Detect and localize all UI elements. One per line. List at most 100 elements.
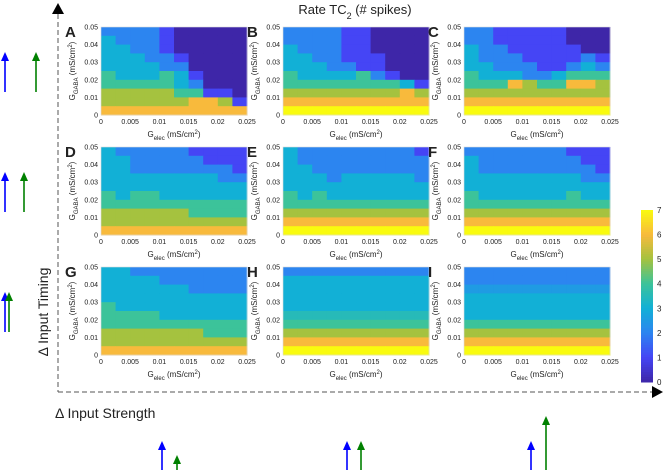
heatmap-cell — [507, 226, 523, 236]
heatmap-cell — [283, 319, 299, 330]
panel-F: F 0 0.01 0.02 0.03 0.04 0.05 0 0.005 0.01 0.015 0.0… — [428, 144, 619, 262]
heatmap-cell — [580, 284, 596, 294]
heatmap-cell — [115, 311, 131, 321]
label-part: ) — [68, 161, 77, 164]
heatmap-cell — [522, 346, 538, 356]
heatmap-cell — [159, 79, 175, 90]
y-tick-label: 0 — [276, 353, 280, 360]
heatmap-cell — [217, 79, 233, 90]
input-arrow-green-row1 — [32, 52, 40, 92]
panel-letter: A — [65, 24, 76, 41]
colorbar-segment — [641, 357, 653, 361]
heatmap-cell — [232, 328, 248, 338]
heatmap-cell — [537, 88, 553, 98]
heatmap-cell — [537, 27, 553, 37]
heatmap-cell — [217, 208, 233, 218]
heatmap-cell — [414, 173, 430, 183]
colorbar-segment — [641, 283, 653, 287]
heatmap-cell — [580, 302, 596, 312]
heatmap-cell — [283, 79, 299, 90]
heatmap-cell — [507, 155, 523, 166]
heatmap-cell — [341, 27, 357, 37]
heatmap-cell — [159, 226, 175, 236]
heatmap-cell — [312, 226, 328, 236]
colorbar-tick-label: 4 — [657, 280, 662, 289]
heatmap-cell — [356, 302, 372, 312]
colorbar-segment — [641, 237, 653, 240]
heatmap-cell — [312, 217, 328, 227]
heatmap-cell — [566, 97, 582, 107]
heatmap-cell — [217, 346, 233, 356]
heatmap-cell — [370, 97, 386, 107]
heatmap-cell — [203, 226, 219, 236]
heatmap-cell — [385, 155, 401, 166]
heatmap-cell — [159, 293, 175, 303]
colorbar-segment — [641, 330, 653, 334]
arrow-head — [5, 292, 13, 301]
heatmap-cell — [370, 173, 386, 183]
heatmap-cell — [297, 346, 313, 356]
heatmap-cell — [399, 226, 415, 236]
colorbar-tick-label: 1 — [657, 353, 662, 362]
label-sub: elec — [336, 376, 347, 382]
heatmap-cell — [326, 346, 342, 356]
heatmap-cell — [188, 337, 204, 347]
heatmap-cell — [580, 337, 596, 347]
heatmap-cell — [507, 319, 523, 330]
heatmap-cell — [101, 147, 117, 157]
heatmap-cell — [326, 53, 342, 63]
y-tick-label: 0.02 — [84, 317, 98, 324]
heatmap-cell — [341, 53, 357, 63]
heatmap-cell — [493, 79, 509, 90]
heatmap-cell — [188, 106, 204, 116]
heatmap-cell — [414, 147, 430, 157]
panel-B: B 0 0.01 0.02 0.03 0.04 0.05 0 0.005 0.01 0.015 0.0… — [247, 24, 438, 142]
heatmap-cell — [356, 88, 372, 98]
colorbar-segment — [641, 268, 653, 272]
heatmap-cell — [580, 217, 596, 227]
heatmap-cell — [217, 337, 233, 347]
colorbar-segment — [641, 246, 653, 250]
heatmap-cell — [464, 226, 480, 236]
heatmap-cell — [385, 346, 401, 356]
label-part: ) — [561, 130, 564, 139]
heatmap-cell — [283, 44, 299, 54]
label-sup: 2 — [431, 44, 437, 48]
heatmap-cell — [385, 217, 401, 227]
heatmap-cell — [297, 106, 313, 116]
input-arrow-green-row3 — [5, 292, 13, 332]
heatmap-cell — [595, 337, 611, 347]
heatmap-cell — [507, 346, 523, 356]
heatmap-cell — [101, 311, 117, 321]
heatmap-cell — [159, 217, 175, 227]
heatmap-cell — [144, 267, 160, 277]
heatmap-cell — [130, 97, 146, 107]
label-sup: 2 — [68, 284, 74, 288]
heatmap-cell — [385, 71, 401, 81]
label-sub: GABA — [74, 317, 80, 334]
heatmap-cell — [159, 173, 175, 183]
label-part: G — [329, 250, 335, 259]
heatmap-cell — [159, 88, 175, 98]
heatmap-cell — [356, 62, 372, 72]
heatmap-cell — [326, 88, 342, 98]
heatmap-cell — [507, 337, 523, 347]
heatmap-cell — [537, 328, 553, 338]
heatmap-cell — [341, 97, 357, 107]
heatmap-cell — [101, 302, 117, 312]
x-tick-label: 0.01 — [153, 119, 167, 126]
heatmap-cell — [312, 328, 328, 338]
x-tick-label: 0.02 — [393, 359, 407, 366]
plot-frame — [463, 266, 611, 356]
heatmap-cell — [493, 328, 509, 338]
colorbar-segment — [641, 232, 653, 236]
arrow-head — [1, 172, 9, 181]
heatmap-cell — [551, 147, 567, 157]
heatmap-cell — [326, 319, 342, 330]
heatmap-cell — [232, 97, 248, 107]
heatmap-cell — [326, 106, 342, 116]
heatmap-cell — [144, 293, 160, 303]
colorbar-segment — [641, 259, 653, 263]
heatmap-cell — [217, 226, 233, 236]
